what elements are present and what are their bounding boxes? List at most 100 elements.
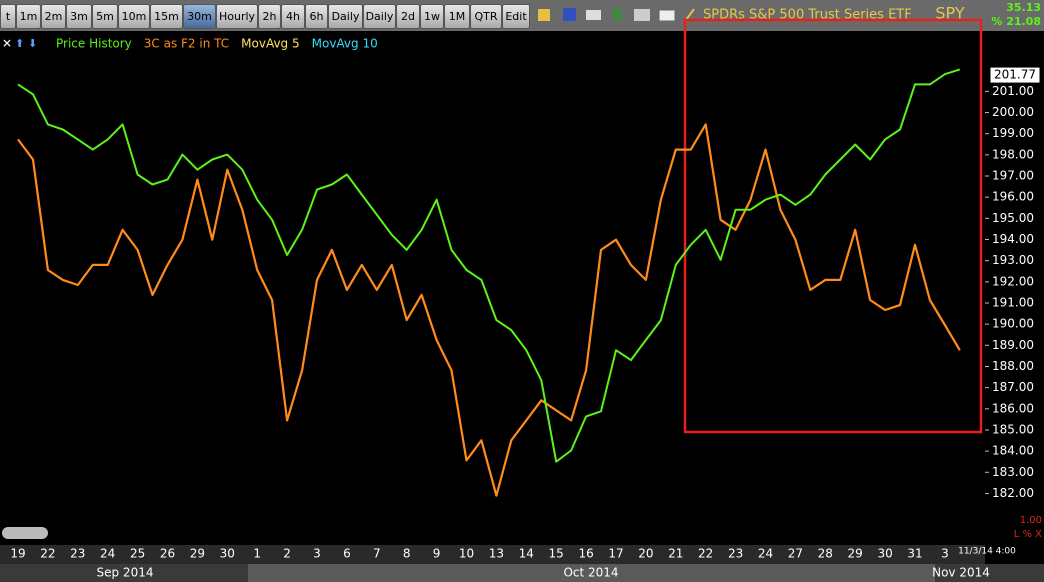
toolbar-button-label[interactable]: t bbox=[6, 10, 11, 23]
x-tick-label: 27 bbox=[788, 547, 803, 561]
y-tick-label: 191.00 bbox=[992, 295, 1034, 309]
toolbar-button[interactable] bbox=[150, 4, 183, 29]
icon[interactable] bbox=[563, 8, 576, 21]
x-tick-label: 14 bbox=[519, 547, 534, 561]
x-tick-label: 6 bbox=[343, 547, 351, 561]
y-tick-label: 183.00 bbox=[992, 465, 1034, 479]
toolbar-button[interactable] bbox=[0, 4, 16, 29]
x-tick-label: 22 bbox=[698, 547, 713, 561]
toolbar-button-label[interactable]: Edit bbox=[505, 10, 527, 23]
toolbar-button-label[interactable]: 3m bbox=[70, 10, 88, 23]
toolbar-button-label[interactable]: 6h bbox=[310, 10, 324, 23]
toolbar-button-label[interactable]: 5m bbox=[96, 10, 114, 23]
toolbar-button[interactable] bbox=[118, 4, 150, 29]
timestamp: 11/3/14 4:00 bbox=[958, 547, 1016, 557]
series-line bbox=[17, 68, 961, 463]
toolbar-button-label[interactable]: Hourly bbox=[219, 10, 256, 23]
top-percent: % 21.08 bbox=[991, 15, 1041, 28]
toolbar-button[interactable] bbox=[216, 4, 258, 29]
down-icon[interactable]: ⬇ bbox=[28, 37, 37, 50]
x-tick-label: 7 bbox=[373, 547, 381, 561]
x-tick-label: 22 bbox=[40, 547, 55, 561]
x-tick-label: 19 bbox=[10, 547, 25, 561]
toolbar-button-label[interactable]: 2m bbox=[45, 10, 63, 23]
icon[interactable] bbox=[658, 9, 676, 22]
icon[interactable] bbox=[586, 10, 601, 20]
y-tick-label: 192.00 bbox=[992, 274, 1034, 288]
icon[interactable] bbox=[538, 9, 550, 21]
month-label: Oct 2014 bbox=[563, 566, 618, 580]
month-band bbox=[0, 564, 248, 582]
legend-entry: MovAvg 10 bbox=[312, 37, 378, 51]
toolbar-button-label[interactable]: Daily bbox=[332, 10, 360, 23]
y-tick-label: 187.00 bbox=[992, 380, 1034, 394]
toolbar-button-label[interactable]: 2d bbox=[401, 10, 415, 23]
toolbar-button[interactable] bbox=[16, 4, 41, 29]
icon[interactable] bbox=[634, 9, 650, 21]
month-label: Nov 2014 bbox=[932, 566, 990, 580]
toolbar-button[interactable] bbox=[258, 4, 281, 29]
y-tick-label: 188.00 bbox=[992, 359, 1034, 373]
y-tick-label: 186.00 bbox=[992, 401, 1034, 415]
last-price-label: 201.77 bbox=[994, 68, 1036, 82]
toolbar-button[interactable] bbox=[444, 4, 470, 29]
x-tick-label: 24 bbox=[100, 547, 115, 561]
x-tick-label: 26 bbox=[160, 547, 175, 561]
legend-entry: Price History bbox=[56, 37, 132, 51]
toolbar-button[interactable] bbox=[396, 4, 420, 29]
toolbar-button[interactable] bbox=[183, 4, 216, 29]
toolbar-button[interactable] bbox=[420, 4, 444, 29]
x-tick-label: 29 bbox=[190, 547, 205, 561]
toolbar: t 1m 2m 3m 5m 10m 15m 30m Hourly 2h 4h 6h Daily Daily… bbox=[0, 4, 530, 29]
toolbar-button[interactable] bbox=[66, 4, 92, 29]
toolbar-button[interactable] bbox=[281, 4, 305, 29]
up-icon[interactable]: ⬆ bbox=[15, 37, 24, 50]
month-band bbox=[935, 564, 1044, 582]
toolbar-button-label[interactable]: 2h bbox=[263, 10, 277, 23]
toolbar-button[interactable] bbox=[305, 4, 328, 29]
toolbar-button-label[interactable]: 30m bbox=[187, 10, 212, 23]
y-tick-label: 197.00 bbox=[992, 169, 1034, 183]
icon[interactable]: $ bbox=[611, 5, 623, 25]
toolbar-button[interactable] bbox=[470, 4, 502, 29]
legend-entry: MovAvg 5 bbox=[241, 37, 299, 51]
toolbar-button-label[interactable]: 1M bbox=[449, 10, 466, 23]
toolbar-button-label[interactable]: 15m bbox=[154, 10, 179, 23]
toolbar-button-label[interactable]: 1w bbox=[424, 10, 440, 23]
lower-controls[interactable]: L % X bbox=[1014, 529, 1042, 540]
x-tick-label: 31 bbox=[907, 547, 922, 561]
y-tick-label: 185.00 bbox=[992, 422, 1034, 436]
symbol: SPY bbox=[935, 4, 964, 23]
x-tick-label: 21 bbox=[668, 547, 683, 561]
x-tick-label: 15 bbox=[549, 547, 564, 561]
toolbar-button[interactable] bbox=[363, 4, 396, 29]
lower-value: 1.00 bbox=[1020, 515, 1042, 526]
toolbar-button[interactable] bbox=[502, 4, 530, 29]
x-tick-label: 17 bbox=[608, 547, 623, 561]
toolbar-button[interactable] bbox=[92, 4, 118, 29]
last-price-box bbox=[989, 66, 1041, 84]
toolbar-button-label[interactable]: 10m bbox=[122, 10, 147, 23]
toolbar-button[interactable] bbox=[41, 4, 66, 29]
close-icon[interactable]: ✕ bbox=[2, 37, 12, 51]
x-tick-label: 29 bbox=[848, 547, 863, 561]
x-tick-label: 23 bbox=[70, 547, 85, 561]
legend-icons: ✕ ⬆ ⬇ bbox=[2, 37, 37, 51]
y-tick-label: 182.00 bbox=[992, 486, 1034, 500]
y-tick-label: 190.00 bbox=[992, 317, 1034, 331]
x-tick-label: 3 bbox=[941, 547, 949, 561]
y-tick-label: 189.00 bbox=[992, 338, 1034, 352]
y-tick-label: 201.00 bbox=[992, 84, 1034, 98]
legend-entry: 3C as F2 in TC bbox=[144, 37, 229, 51]
icon[interactable] bbox=[685, 8, 695, 21]
scroll-handle[interactable] bbox=[2, 527, 48, 539]
x-tick-label: 30 bbox=[877, 547, 892, 561]
toolbar-button-label[interactable]: 4h bbox=[286, 10, 300, 23]
toolbar-button-label[interactable]: QTR bbox=[474, 10, 497, 23]
toolbar-icons: $ bbox=[538, 5, 695, 25]
toolbar-button-label[interactable]: 1m bbox=[20, 10, 38, 23]
toolbar-button[interactable] bbox=[328, 4, 363, 29]
toolbar-button-label[interactable]: Daily bbox=[366, 10, 394, 23]
